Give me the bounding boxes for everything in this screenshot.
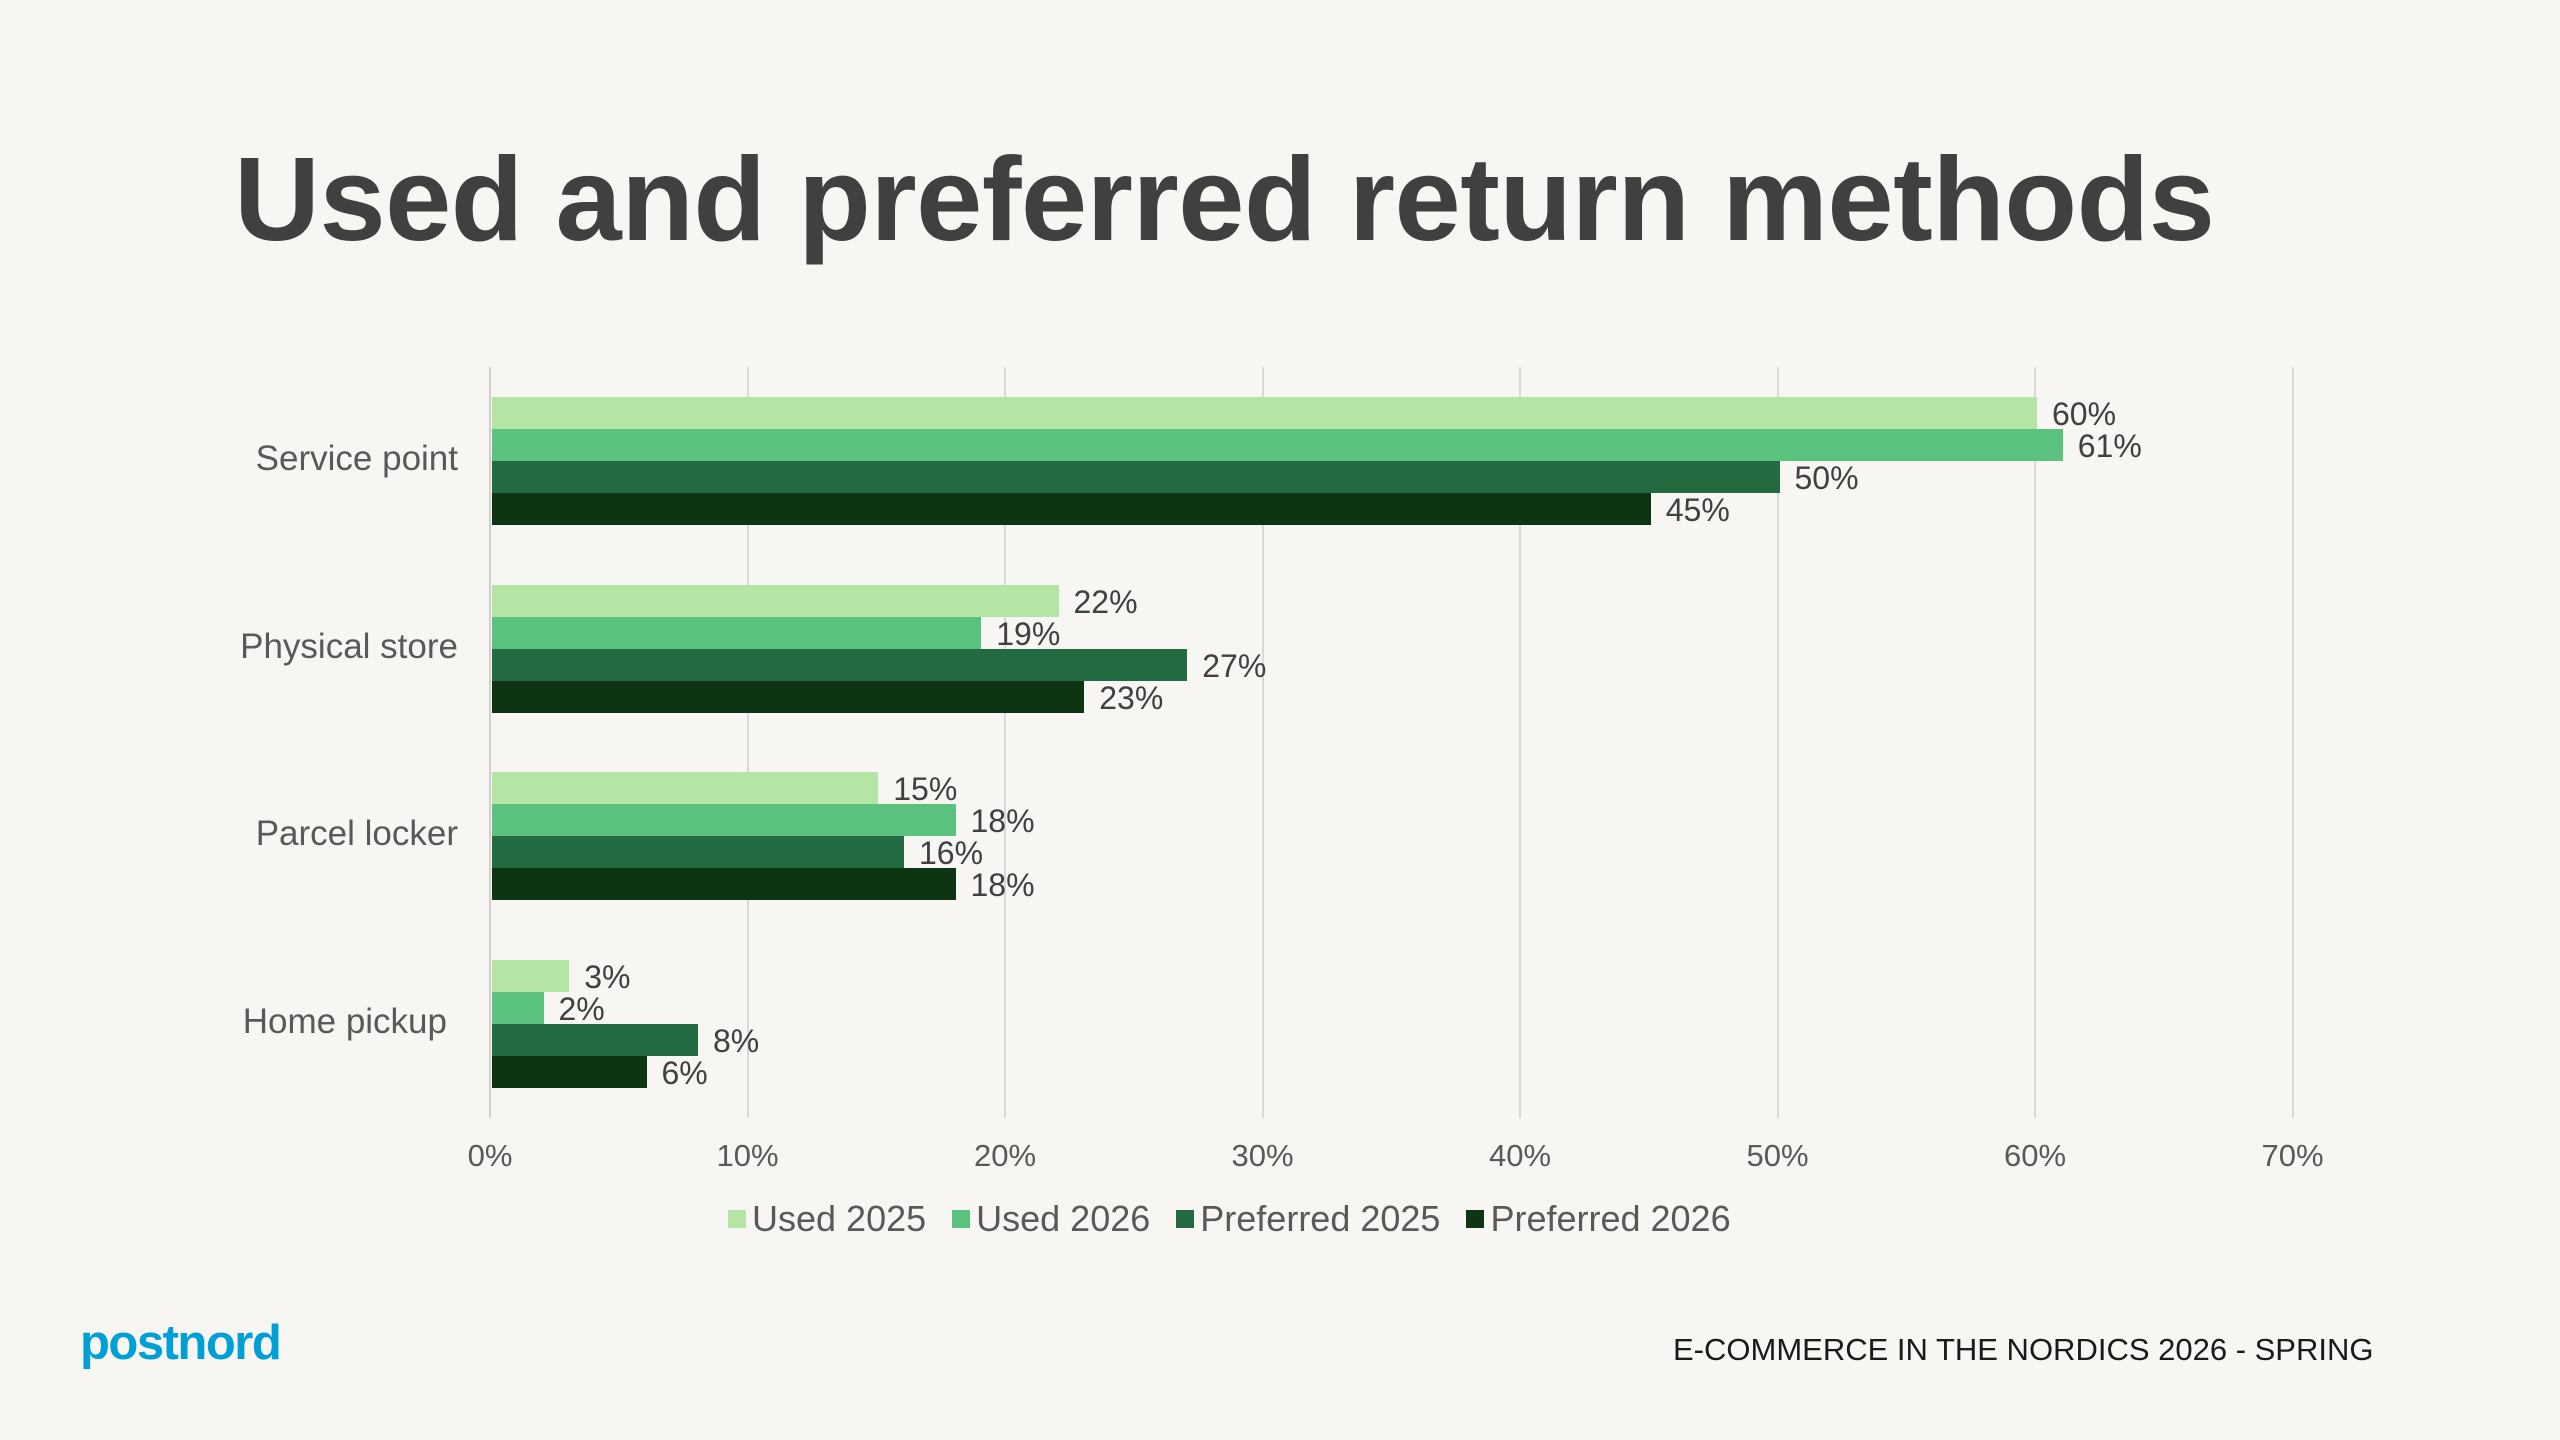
x-tick-label: 40%: [1488, 1138, 1552, 1173]
data-label: 45%: [1665, 492, 1730, 528]
legend-swatch-icon: [952, 1210, 971, 1228]
gridline: [1004, 367, 1006, 1118]
x-tick-label: 30%: [1231, 1138, 1294, 1173]
data-label: 23%: [1099, 679, 1164, 716]
data-label: 19%: [996, 615, 1061, 652]
data-label: 6%: [661, 1054, 708, 1091]
gridline: [2291, 367, 2294, 1118]
x-tick-label: 0%: [467, 1138, 513, 1173]
data-label: 61%: [2077, 428, 2142, 464]
category-label: Home pickup: [242, 1001, 447, 1041]
bar: [492, 648, 1188, 681]
x-tick-label: 10%: [716, 1138, 779, 1173]
bar: [492, 1055, 647, 1088]
bar: [492, 991, 544, 1024]
bar: [492, 836, 904, 868]
bar-chart-plot-area: 60% 61% 50% 45% 22% 19% 27% 23% 15% 18% 16% 18% 3% 2%…: [489, 367, 2294, 1118]
bar: [492, 493, 1651, 525]
data-label: 50%: [1794, 460, 1859, 496]
bar: [492, 680, 1085, 713]
legend-label: Preferred 2026: [1490, 1198, 1731, 1239]
legend-label: Used 2026: [976, 1198, 1151, 1239]
bar: [492, 772, 879, 804]
chart-legend: Used 2025 Used 2026 Preferred 2025 Preferre…: [728, 1198, 1757, 1240]
postnord-logo: postnord: [80, 1316, 282, 1370]
legend-swatch-icon: [1176, 1210, 1195, 1228]
data-label: 60%: [2052, 396, 2117, 432]
gridline: [2034, 367, 2036, 1118]
gridline: [1776, 367, 1779, 1118]
gridline: [1261, 367, 1264, 1118]
legend-swatch-icon: [728, 1210, 746, 1228]
category-label: Physical store: [240, 626, 458, 666]
x-tick-label: 50%: [1746, 1138, 1809, 1173]
page-title: Used and preferred return methods: [234, 133, 2215, 266]
data-label: 8%: [713, 1022, 760, 1059]
bar: [492, 868, 956, 900]
x-tick-label: 70%: [2261, 1138, 2324, 1173]
bar: [492, 429, 2063, 461]
legend-item: Used 2025: [728, 1198, 926, 1240]
x-tick-label: 20%: [973, 1138, 1037, 1173]
bar: [492, 616, 982, 649]
legend-swatch-icon: [1466, 1210, 1485, 1228]
data-label: 16%: [919, 835, 984, 871]
data-label: 18%: [970, 803, 1035, 839]
legend-item: Preferred 2026: [1466, 1198, 1731, 1240]
gridline: [746, 367, 749, 1118]
data-label: 15%: [893, 771, 958, 807]
bar: [492, 397, 2037, 429]
gridline: [489, 367, 491, 1118]
data-label: 22%: [1073, 583, 1138, 620]
data-label: 2%: [558, 990, 605, 1027]
report-title: E-COMMERCE IN THE NORDICS 2026 - SPRING: [1673, 1332, 2374, 1367]
legend-label: Preferred 2025: [1200, 1198, 1441, 1239]
legend-item: Used 2026: [952, 1198, 1150, 1240]
bar: [492, 804, 956, 836]
legend-item: Preferred 2025: [1176, 1198, 1440, 1240]
bar: [492, 959, 570, 992]
data-label: 3%: [584, 958, 631, 995]
x-tick-label: 60%: [2003, 1138, 2067, 1173]
bar: [492, 584, 1059, 617]
legend-label: Used 2025: [752, 1198, 927, 1239]
gridline: [1519, 367, 1521, 1118]
bar: [492, 1023, 698, 1056]
category-label: Service point: [255, 439, 458, 478]
bar: [492, 461, 1780, 493]
data-label: 27%: [1202, 647, 1267, 684]
data-label: 18%: [970, 867, 1035, 903]
category-label: Parcel locker: [255, 814, 458, 853]
